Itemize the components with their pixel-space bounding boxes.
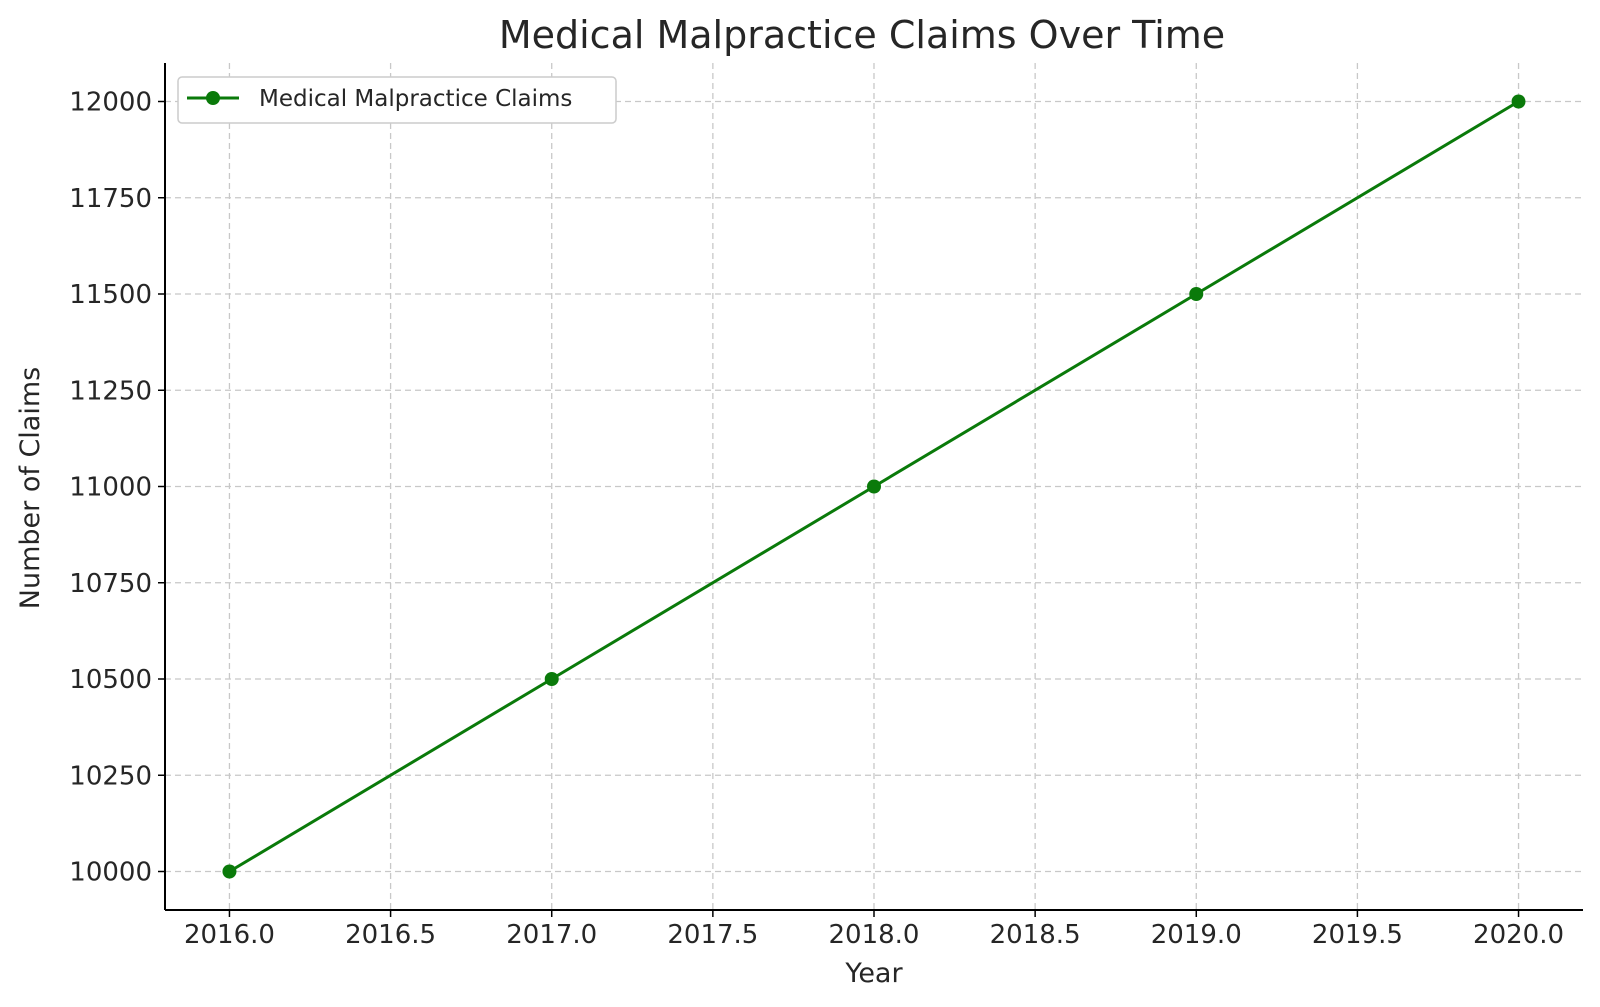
x-axis-label: Year xyxy=(844,958,903,989)
y-tick-label: 10500 xyxy=(69,665,152,695)
legend-point-marker xyxy=(206,91,220,105)
y-tick-label: 11000 xyxy=(69,473,152,503)
y-tick-label: 10750 xyxy=(69,569,152,599)
y-tick-label: 10000 xyxy=(69,858,152,888)
data-point xyxy=(1189,287,1204,301)
y-tick-label: 10250 xyxy=(69,761,152,791)
y-tick-label: 11250 xyxy=(69,376,152,406)
data-point xyxy=(1511,94,1526,109)
chart-title: Medical Malpractice Claims Over Time xyxy=(499,13,1225,57)
x-tick-label: 2020.0 xyxy=(1473,920,1564,950)
y-tick-label: 11500 xyxy=(69,280,152,310)
legend: Medical Malpractice Claims xyxy=(177,76,617,124)
x-tick-label: 2018.5 xyxy=(990,920,1081,950)
x-tick-label: 2019.0 xyxy=(1151,920,1242,950)
y-tick-label: 12000 xyxy=(69,88,152,118)
x-tick-label: 2017.5 xyxy=(667,920,758,950)
legend-box xyxy=(177,76,617,124)
x-tick-label: 2016.5 xyxy=(345,920,436,950)
data-point xyxy=(222,864,237,879)
x-ticks: 2016.0 2016.5 2017.0 2017.5 2018.0 2018.5 2019… xyxy=(184,910,1564,950)
x-tick-label: 2019.5 xyxy=(1312,920,1403,950)
data-point xyxy=(544,672,559,686)
x-tick-label: 2016.0 xyxy=(184,920,275,950)
y-axis-label: Number of Claims xyxy=(15,367,46,609)
series xyxy=(222,94,1526,879)
x-tick-label: 2018.0 xyxy=(829,920,920,950)
y-ticks: 10000 10250 10500 10750 11000 11250 11500 11750… xyxy=(69,88,165,888)
data-point xyxy=(867,479,881,494)
x-tick-label: 2017.0 xyxy=(506,920,597,950)
legend-label: Medical Malpractice Claims xyxy=(259,86,572,112)
y-tick-label: 11750 xyxy=(69,184,152,214)
